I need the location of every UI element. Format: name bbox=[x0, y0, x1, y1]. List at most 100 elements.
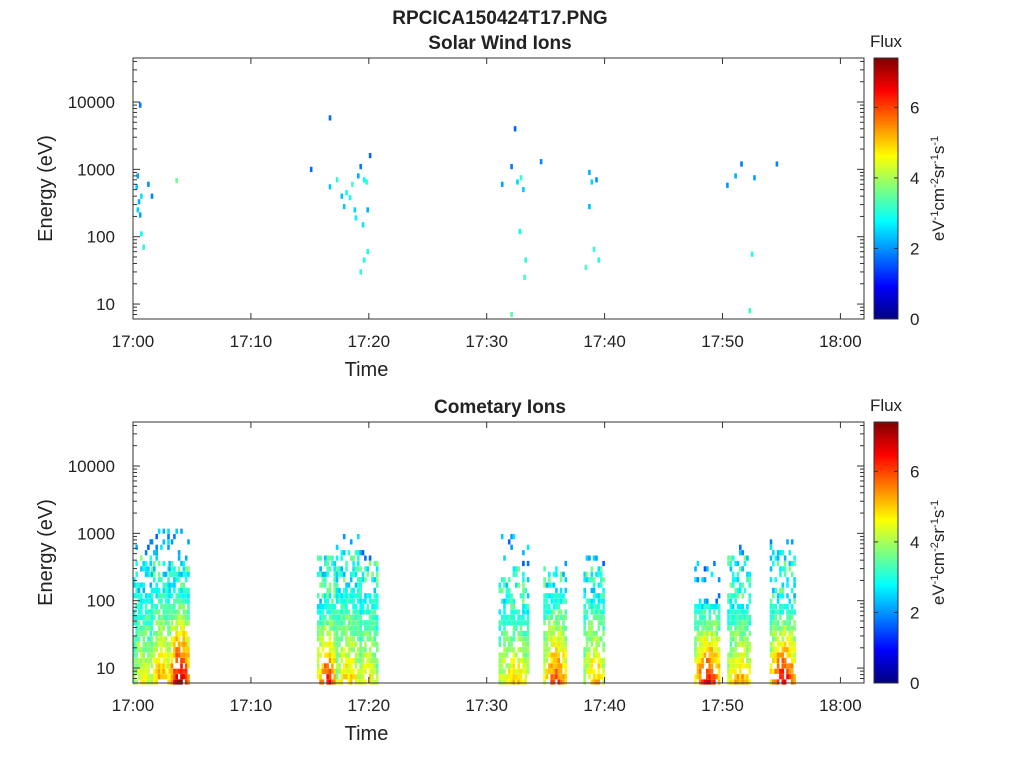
heatmap-cell bbox=[321, 647, 325, 653]
heatmap-cell bbox=[503, 647, 506, 653]
heatmap-cell bbox=[375, 582, 379, 588]
heatmap-cell bbox=[345, 614, 348, 620]
heatmap-cell bbox=[524, 674, 527, 680]
heatmap-cell bbox=[706, 566, 709, 572]
heatmap-cell bbox=[774, 668, 777, 674]
heatmap-cell bbox=[776, 668, 780, 674]
heatmap-cell bbox=[557, 630, 561, 637]
heatmap-cell bbox=[319, 604, 322, 610]
heatmap-cell bbox=[180, 641, 183, 647]
heatmap-cell bbox=[736, 560, 740, 567]
heatmap-cell bbox=[788, 630, 792, 637]
heatmap-cell bbox=[177, 636, 181, 642]
heatmap-cell bbox=[510, 647, 513, 653]
heatmap-cell bbox=[182, 593, 186, 599]
heatmap-cell bbox=[790, 571, 794, 577]
heatmap-cell bbox=[522, 550, 525, 556]
heatmap-cell bbox=[602, 614, 605, 620]
heatmap-cell bbox=[335, 679, 339, 685]
heatmap-cell bbox=[180, 582, 183, 588]
heatmap-cell bbox=[187, 609, 190, 615]
heatmap-cell bbox=[371, 674, 374, 680]
heatmap-cell bbox=[333, 577, 336, 583]
heatmap-cell bbox=[135, 652, 138, 658]
heatmap-cell bbox=[326, 674, 329, 680]
heatmap-cell bbox=[741, 636, 744, 642]
heatmap-cell bbox=[180, 657, 183, 664]
heatmap-cell bbox=[503, 657, 506, 664]
heatmap-cell bbox=[748, 668, 752, 674]
heatmap-cell bbox=[333, 668, 336, 674]
heatmap-cell bbox=[175, 620, 178, 626]
heatmap-cell bbox=[324, 663, 327, 669]
heatmap-cell bbox=[793, 593, 796, 599]
heatmap-cell bbox=[548, 614, 551, 620]
heatmap-cell bbox=[184, 609, 188, 615]
heatmap-cell bbox=[187, 647, 190, 653]
heatmap-cell bbox=[137, 614, 141, 620]
heatmap-cell bbox=[345, 630, 348, 637]
heatmap-cell bbox=[184, 587, 188, 593]
heatmap-cell bbox=[373, 636, 377, 642]
heatmap-cell bbox=[706, 647, 709, 653]
heatmap-cell bbox=[340, 647, 344, 653]
heatmap-cell bbox=[694, 625, 697, 631]
heatmap-cell bbox=[326, 620, 329, 626]
heatmap-cell bbox=[182, 560, 186, 567]
heatmap-cell bbox=[160, 620, 163, 626]
heatmap-cell bbox=[734, 173, 737, 179]
heatmap-cell bbox=[173, 625, 176, 631]
heatmap-cell bbox=[557, 620, 561, 626]
heatmap-cell bbox=[727, 560, 730, 567]
heatmap-cell bbox=[326, 555, 329, 561]
heatmap-cell bbox=[515, 668, 518, 674]
heatmap-cell bbox=[168, 668, 171, 674]
heatmap-cell bbox=[168, 609, 171, 615]
heatmap-cell bbox=[359, 587, 362, 593]
heatmap-cell bbox=[359, 657, 362, 664]
heatmap-cell bbox=[180, 614, 183, 620]
heatmap-cell bbox=[734, 652, 737, 658]
heatmap-cell bbox=[347, 636, 351, 642]
heatmap-cell bbox=[326, 571, 329, 577]
heatmap-cell bbox=[177, 620, 181, 626]
heatmap-cell bbox=[706, 668, 709, 674]
heatmap-cell bbox=[359, 641, 362, 647]
heatmap-cell bbox=[781, 620, 785, 626]
heatmap-cell bbox=[788, 609, 792, 615]
heatmap-cell bbox=[708, 652, 711, 658]
heatmap-cell bbox=[319, 636, 322, 642]
heatmap-cell bbox=[512, 614, 516, 620]
heatmap-cell bbox=[150, 679, 154, 685]
heatmap-cell bbox=[184, 566, 188, 572]
heatmap-cell bbox=[746, 609, 749, 615]
heatmap-cell bbox=[505, 647, 509, 653]
heatmap-cell bbox=[175, 614, 178, 620]
heatmap-cell bbox=[150, 614, 154, 620]
heatmap-cell bbox=[160, 674, 163, 680]
heatmap-cell bbox=[548, 577, 551, 583]
heatmap-cell bbox=[715, 620, 718, 626]
heatmap-cell bbox=[140, 668, 143, 674]
heatmap-cell bbox=[562, 625, 565, 631]
heatmap-cell bbox=[602, 577, 605, 583]
heatmap-cell bbox=[316, 555, 320, 561]
heatmap-cell bbox=[160, 668, 163, 674]
heatmap-cell bbox=[597, 598, 601, 604]
heatmap-cell bbox=[373, 609, 377, 615]
heatmap-cell bbox=[746, 625, 749, 631]
heatmap-cell bbox=[746, 571, 749, 577]
heatmap-cell bbox=[173, 571, 176, 577]
heatmap-cell bbox=[739, 582, 742, 588]
heatmap-cell bbox=[157, 620, 161, 626]
heatmap-cell bbox=[347, 598, 351, 604]
heatmap-cell bbox=[366, 604, 369, 610]
heatmap-cell bbox=[774, 555, 777, 561]
heatmap-cell bbox=[522, 560, 525, 567]
heatmap-cell bbox=[137, 663, 141, 669]
heatmap-cell bbox=[583, 625, 586, 631]
heatmap-cell bbox=[597, 668, 601, 674]
heatmap-cell bbox=[779, 630, 782, 637]
heatmap-cell bbox=[352, 620, 355, 626]
